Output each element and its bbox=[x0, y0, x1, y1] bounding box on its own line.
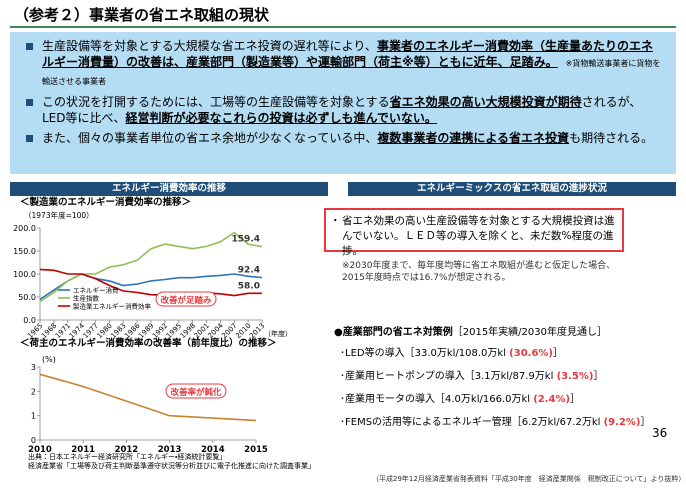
measure-text: ･FEMSの活用等によるエネルギー管理［6.2万kl/67.2万kl bbox=[340, 417, 604, 428]
text: この状況を打開するためには、工場等の生産設備等を対象とする bbox=[42, 95, 390, 109]
measure-share: (2.4%) bbox=[533, 394, 571, 405]
emphasis: 複数事業者の連携による省エネ投資 bbox=[377, 131, 570, 145]
measure-share: (9.2%) bbox=[603, 417, 641, 428]
panel-header: エネルギーミックスの省エネ取組の進捗状況 bbox=[348, 182, 676, 196]
measure-end: ］ bbox=[640, 417, 651, 428]
y-tick-label: 150.0 bbox=[13, 247, 36, 256]
x-tick-label: 2012 bbox=[115, 445, 139, 455]
emphasis: 省エネ効果の高い大規模投資が期待 bbox=[389, 95, 582, 109]
measure: ･産業用モータの導入［4.0万kl/166.0万kl (2.4%)］ bbox=[340, 390, 650, 413]
measure-text: ･産業用ヒートポンプの導入［3.1万kl/87.9万kl bbox=[340, 371, 557, 382]
summary-box bbox=[10, 32, 676, 174]
list-heading: ●産業部門の省エネ対策例 bbox=[334, 327, 453, 338]
page-number: 36 bbox=[652, 426, 668, 440]
source-line: 出典：日本エネルギー経済研究所「エネルギー・経済統計要覧」 bbox=[28, 453, 227, 461]
annotation-box bbox=[165, 383, 227, 399]
bullet: また、個々の事業者単位の省エネ余地が少なくなっている中、複数事業者の連携による省… bbox=[24, 130, 664, 146]
data-label: 159.4 bbox=[232, 235, 260, 245]
text: されるが、LED等に比べ、 bbox=[42, 95, 642, 125]
bullet: この状況を打開するためには、工場等の生産設備等を対象とする省エネ効果の高い大規模… bbox=[24, 94, 664, 126]
annotation: 改善率が鈍化 bbox=[170, 387, 222, 398]
data-label: 58.0 bbox=[238, 281, 260, 291]
panel-header: エネルギー消費効率の推移 bbox=[10, 182, 328, 196]
measure-end: ］ bbox=[593, 371, 604, 382]
data-line bbox=[39, 231, 263, 303]
y-tick-label: 2 bbox=[31, 387, 36, 396]
measure-text: ･産業用モータの導入［4.0万kl/166.0万kl bbox=[340, 394, 534, 405]
data-line bbox=[39, 373, 257, 422]
x-tick-label: 2013 bbox=[158, 445, 182, 455]
y-tick-label: 200.0 bbox=[13, 224, 36, 233]
x-tick-label: 2014 bbox=[201, 445, 225, 455]
x-tick-label: 2011 bbox=[71, 445, 95, 455]
y-tick-label: 50.0 bbox=[18, 293, 36, 302]
legend-label: エネルギー消費 bbox=[73, 286, 119, 295]
chart-title: ＜製造業のエネルギー消費効率の推移＞ bbox=[20, 196, 191, 208]
callout: 省エネ効果の高い生産設備等を対象とする大規模投資は進んでいない。ＬＥＤ等の導入を… bbox=[324, 208, 624, 257]
emphasis: 経営判断が必要なこれらの投資は必ずしも進んでいない。 bbox=[125, 111, 437, 125]
source: 出典：日本エネルギー経済研究所「エネルギー・経済統計要覧」 経済産業省「工場等及び… bbox=[28, 453, 315, 471]
measure-text: ･LED等の導入［33.0万kl/108.0万kl bbox=[340, 348, 510, 359]
y-tick-label: 3 bbox=[31, 363, 36, 372]
measure-end: ］ bbox=[570, 394, 581, 405]
measure-end: ］ bbox=[553, 348, 564, 359]
footer: （平成29年12月経済産業省発表資料「平成30年度 経済産業関係 税制改正につい… bbox=[372, 475, 686, 483]
data-label: 92.4 bbox=[238, 265, 260, 275]
legend-label: 生産指数 bbox=[73, 294, 100, 303]
chart-title: ＜荷主のエネルギー消費効率の改善率（前年度比）の推移＞ bbox=[20, 337, 277, 349]
y-axis-label: (%) bbox=[42, 355, 56, 364]
bullet-list: 生産設備等を対象とする大規模な省エネ投資の遅れ等により、事業者のエネルギー消費効… bbox=[24, 38, 664, 150]
y-tick-label: 100.0 bbox=[13, 270, 36, 279]
footnote: ※貨物輸送事業者に貨物を輸送させる事業者 bbox=[42, 59, 661, 86]
bullet: 生産設備等を対象とする大規模な省エネ投資の遅れ等により、事業者のエネルギー消費効… bbox=[24, 38, 664, 90]
text: また、個々の事業者単位の省エネ余地が少なくなっている中、 bbox=[42, 131, 378, 145]
text: 生産設備等を対象とする大規模な省エネ投資の遅れ等により、 bbox=[42, 39, 377, 53]
x-tick-label: 2010 bbox=[28, 445, 52, 455]
measure-share: (3.5%) bbox=[556, 371, 594, 382]
list-period: ［2015年実績/2030年度見通し］ bbox=[452, 327, 608, 338]
legend-label: 製造業エネルギー消費効率 bbox=[73, 302, 152, 311]
annotation: 改善が足踏み bbox=[160, 295, 212, 306]
measure: ･LED等の導入［33.0万kl/108.0万kl (30.6%)］ bbox=[340, 344, 650, 367]
x-axis-label: （年度） bbox=[264, 329, 292, 338]
title-rule bbox=[10, 26, 676, 28]
slide-title: （参考２）事業者の省エネ取組の現状 bbox=[14, 6, 270, 24]
data-line bbox=[39, 268, 262, 297]
annotation-box bbox=[155, 291, 217, 307]
x-tick-label: 2015 bbox=[244, 445, 268, 455]
y-tick-label: 0 bbox=[31, 436, 36, 445]
note: ※2030年度まで、毎年度均等に省エネ取組が進むと仮定した場合、2015年度時点… bbox=[342, 261, 616, 283]
measure-share: (30.6%) bbox=[509, 348, 554, 359]
y-tick-label: 0.0 bbox=[23, 316, 36, 325]
source-line: 経済産業省「工場等及び荷主判断基準遵守状況等分析並びに電子化推進に向けた調査事業… bbox=[28, 462, 315, 470]
chart-subtitle: （1973年度=100） bbox=[24, 210, 94, 220]
emphasis: 事業者のエネルギー消費効率（生産量あたりのエネルギー消費量）の改善は、産業部門（… bbox=[42, 39, 653, 69]
text: も期待される。 bbox=[569, 131, 654, 145]
measure: ･産業用ヒートポンプの導入［3.1万kl/87.9万kl (3.5%)］ bbox=[340, 367, 650, 390]
measure: ･FEMSの活用等によるエネルギー管理［6.2万kl/67.2万kl (9.2%… bbox=[340, 413, 650, 436]
y-tick-label: 1 bbox=[31, 412, 36, 421]
measure-list: ･LED等の導入［33.0万kl/108.0万kl (30.6%)］ ･産業用ヒー… bbox=[340, 344, 650, 436]
list-title: ●産業部門の省エネ対策例［2015年実績/2030年度見通し］ bbox=[334, 323, 607, 338]
